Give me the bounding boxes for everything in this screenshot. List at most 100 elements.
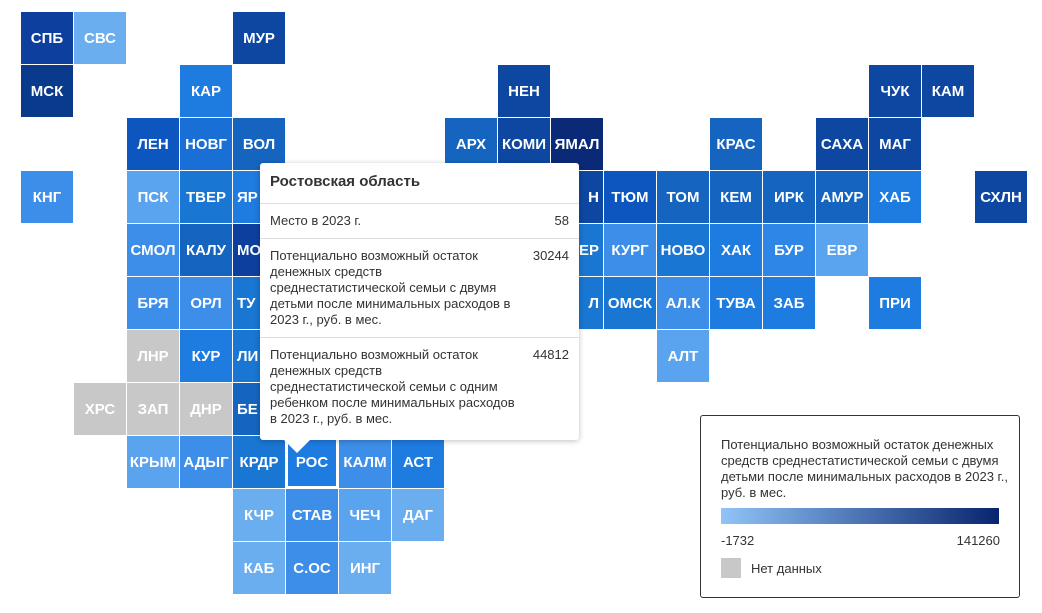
region-tile xyxy=(21,12,73,64)
region-label: МО xyxy=(237,242,261,259)
region-label: МСК xyxy=(31,83,64,100)
row-label: Потенциально возможный остаток денежных … xyxy=(270,248,511,327)
region-label: КАМ xyxy=(932,83,964,100)
row-label: Место в 2023 г. xyxy=(270,213,362,228)
region-tile xyxy=(604,277,656,329)
region-tile xyxy=(763,171,815,223)
tooltip-row: Потенциально возможный остаток денежных … xyxy=(260,239,579,338)
region-label: КЕМ xyxy=(720,189,752,206)
region-label: ТУ xyxy=(237,295,256,312)
region-tile xyxy=(233,542,285,594)
region-tile xyxy=(180,436,232,488)
region-label: ПСК xyxy=(138,189,170,206)
region-label: ЯР xyxy=(237,189,258,206)
region-tile xyxy=(657,330,709,382)
row-value: 30244 xyxy=(532,248,569,263)
region-label: САХА xyxy=(821,136,863,153)
region-label: ЗАБ xyxy=(773,295,804,312)
region-label: АЛ.К xyxy=(666,295,702,312)
region-label: ДНР xyxy=(190,401,222,418)
region-label: АМУР xyxy=(821,189,864,206)
region-label: ДАГ xyxy=(403,507,434,524)
region-tile xyxy=(922,65,974,117)
region-label: КАЛМ xyxy=(343,454,386,471)
region-tile xyxy=(710,171,762,223)
region-tile xyxy=(180,65,232,117)
region-label: КОМИ xyxy=(502,136,546,153)
region-tile xyxy=(180,383,232,435)
region-label: БУР xyxy=(774,242,804,259)
region-label: ЕР xyxy=(579,242,599,259)
region-tile xyxy=(763,224,815,276)
region-tile xyxy=(233,489,285,541)
region-label: КАЛУ xyxy=(186,242,227,259)
region-label: ЛНР xyxy=(137,348,168,365)
region-label: ЗАП xyxy=(138,401,169,418)
region-tile xyxy=(339,489,391,541)
no-data-swatch xyxy=(721,558,741,578)
region-tile xyxy=(180,171,232,223)
region-label: ОРЛ xyxy=(190,295,221,312)
region-label: ИНГ xyxy=(350,560,381,577)
region-tile xyxy=(816,118,868,170)
region-label: МУР xyxy=(243,30,275,47)
row-value: 44812 xyxy=(532,347,569,362)
region-label: ВОЛ xyxy=(243,136,275,153)
region-tile xyxy=(445,118,497,170)
region-tile xyxy=(21,171,73,223)
region-tile xyxy=(604,171,656,223)
region-label: ОМСК xyxy=(608,295,653,312)
region-label: СМОЛ xyxy=(131,242,176,259)
legend-max: 141260 xyxy=(956,533,1000,548)
region-tile xyxy=(498,65,550,117)
region-tile xyxy=(233,118,285,170)
region-label: КНГ xyxy=(33,189,62,206)
region-tile xyxy=(710,224,762,276)
region-label: ЧУК xyxy=(880,83,910,100)
region-label: СВС xyxy=(84,30,116,47)
no-data-label: Нет данных xyxy=(751,561,822,576)
region-label: НЕН xyxy=(508,83,540,100)
region-tile xyxy=(180,118,232,170)
region-label: КЧР xyxy=(244,507,274,524)
region-tile xyxy=(551,118,603,170)
region-label: Л xyxy=(588,295,599,312)
region-tile xyxy=(657,171,709,223)
region-label: ЛЕН xyxy=(137,136,168,153)
region-tile xyxy=(127,436,179,488)
region-label: НОВГ xyxy=(185,136,227,153)
tooltip-title: Ростовская область xyxy=(260,163,579,204)
tooltip-row: Потенциально возможный остаток денежных … xyxy=(260,338,579,436)
region-tile xyxy=(498,118,550,170)
region-label: СХЛН xyxy=(980,189,1022,206)
region-label: АРХ xyxy=(456,136,486,153)
region-tile xyxy=(127,277,179,329)
region-label: АДЫГ xyxy=(183,454,229,471)
region-label: ЕВР xyxy=(827,242,858,259)
region-label: ТВЕР xyxy=(186,189,226,206)
region-label: КРАС xyxy=(716,136,755,153)
region-tile xyxy=(21,65,73,117)
region-tile xyxy=(127,383,179,435)
region-tile xyxy=(286,542,338,594)
legend-title: Потенциально возможный остаток денежных … xyxy=(721,437,1008,500)
region-tile xyxy=(74,383,126,435)
region-label: АСТ xyxy=(403,454,433,471)
tooltip: Ростовская область Место в 2023 г. 58 Пот… xyxy=(260,163,579,440)
legend-min: -1732 xyxy=(721,533,755,548)
region-tile xyxy=(127,330,179,382)
region-tile xyxy=(74,12,126,64)
region-label: СТАВ xyxy=(292,507,333,524)
row-label: Потенциально возможный остаток денежных … xyxy=(270,347,515,426)
region-tile xyxy=(869,171,921,223)
region-label: ТЮМ xyxy=(611,189,648,206)
region-label: БЕ xyxy=(237,401,258,418)
region-label: Н xyxy=(588,189,599,206)
region-tile xyxy=(869,277,921,329)
region-label: КУРГ xyxy=(611,242,649,259)
region-label: ТУВА xyxy=(716,295,756,312)
region-label: МАГ xyxy=(879,136,911,153)
region-tile xyxy=(710,277,762,329)
region-tile xyxy=(127,118,179,170)
region-label: АЛТ xyxy=(668,348,699,365)
